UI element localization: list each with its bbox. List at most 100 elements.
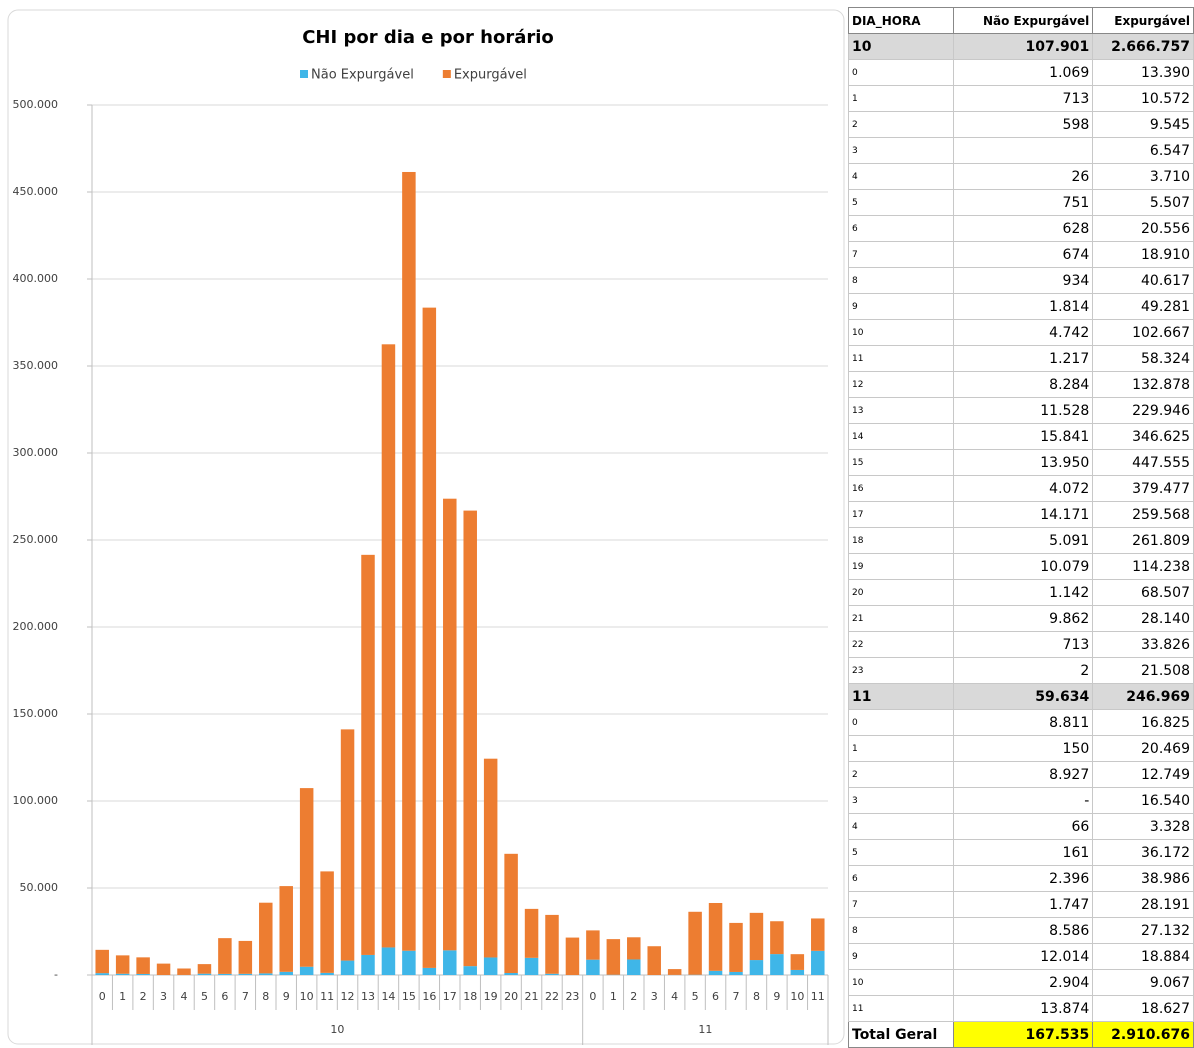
table-row: DIA_HORA Não Expurgável Expurgável xyxy=(848,7,1194,34)
bar-segment xyxy=(115,973,130,975)
x-tick-label: 23 xyxy=(565,990,579,1003)
table-cell: 713 xyxy=(952,631,1094,658)
bar-segment xyxy=(627,937,641,960)
table-cell: 10.572 xyxy=(1092,85,1194,112)
bar-segment xyxy=(422,307,437,968)
bar-segment xyxy=(197,973,212,975)
table-cell: 8.284 xyxy=(952,371,1094,398)
bar-segment xyxy=(463,510,477,967)
table-cell: 66 xyxy=(952,813,1094,840)
x-tick-label: 6 xyxy=(712,990,719,1003)
table-row: 20 1.142 68.507 xyxy=(848,579,1194,606)
y-tick-label: 300.000 xyxy=(13,446,59,459)
table-row: 14 15.841 346.625 xyxy=(848,423,1194,450)
bar-segment xyxy=(279,971,293,975)
x-tick-label: 10 xyxy=(790,990,804,1003)
table-row: 8 934 40.617 xyxy=(848,267,1194,294)
table-row: 19 10.079 114.238 xyxy=(848,553,1194,580)
table-cell: 59.634 xyxy=(952,683,1094,710)
table-cell: 38.986 xyxy=(1092,865,1194,892)
table-row: 1 150 20.469 xyxy=(848,735,1194,762)
table-cell: 20.556 xyxy=(1092,215,1194,242)
table-cell: 1.217 xyxy=(952,345,1094,372)
bar-segment xyxy=(259,973,273,975)
table-cell: 21 xyxy=(848,605,954,632)
table-cell: 167.535 xyxy=(952,1021,1094,1048)
table-cell: 8.586 xyxy=(952,917,1094,944)
bar-segment xyxy=(667,969,682,975)
table-cell: 246.969 xyxy=(1092,683,1194,710)
table-cell: 10.079 xyxy=(952,553,1094,580)
bar-segment xyxy=(320,871,334,973)
x-tick-label: 21 xyxy=(525,990,539,1003)
table-row: 10 4.742 102.667 xyxy=(848,319,1194,346)
table-cell: 5.507 xyxy=(1092,189,1194,216)
bar-segment xyxy=(218,938,232,974)
bar-segment xyxy=(708,970,723,975)
table-cell: 9 xyxy=(848,943,954,970)
x-tick-label: 11 xyxy=(811,990,825,1003)
bar-segment xyxy=(320,972,334,975)
bar-segment xyxy=(749,912,764,961)
table-cell: 13.390 xyxy=(1092,59,1194,86)
table-row: 9 12.014 18.884 xyxy=(848,943,1194,970)
table-cell: DIA_HORA xyxy=(848,7,954,34)
table-cell: 18.884 xyxy=(1092,943,1194,970)
bar-segment xyxy=(218,973,232,975)
table-cell: 2.910.676 xyxy=(1092,1021,1194,1048)
chart: CHI por dia e por horário - 50.000 100.000… xyxy=(7,9,845,1045)
table-cell: 1.069 xyxy=(952,59,1094,86)
table-cell: 8.927 xyxy=(952,761,1094,788)
bar-segment xyxy=(586,930,600,960)
bar-segment xyxy=(729,971,743,975)
table-cell: 628 xyxy=(952,215,1094,242)
table-cell: 0 xyxy=(848,709,954,736)
table-cell: Total Geral xyxy=(848,1021,954,1048)
bar-segment xyxy=(381,947,396,975)
table-cell: 16.825 xyxy=(1092,709,1194,736)
legend-label: Expurgável xyxy=(454,68,527,83)
bar-segment xyxy=(95,973,109,975)
bar-segment xyxy=(156,963,171,975)
table-cell: 16 xyxy=(848,475,954,502)
x-tick-label: 19 xyxy=(484,990,498,1003)
bar-segment xyxy=(606,939,621,975)
table-row: 0 8.811 16.825 xyxy=(848,709,1194,736)
bar-segment xyxy=(647,946,661,975)
y-tick-label: 100.000 xyxy=(13,794,59,807)
table-cell: 132.878 xyxy=(1092,371,1194,398)
table-cell: 2.396 xyxy=(952,865,1094,892)
table-cell: 9 xyxy=(848,293,954,320)
table-cell: 1 xyxy=(848,735,954,762)
table-cell: 12.014 xyxy=(952,943,1094,970)
x-tick-label: 12 xyxy=(341,990,355,1003)
table-cell: 7 xyxy=(848,241,954,268)
table-cell: 17 xyxy=(848,501,954,528)
bar-segment xyxy=(586,959,600,975)
bar-segment xyxy=(238,940,253,974)
bar-segment xyxy=(483,758,498,958)
table-row: Total Geral 167.535 2.910.676 xyxy=(848,1021,1194,1048)
table-cell: 4 xyxy=(848,163,954,190)
table-cell: 379.477 xyxy=(1092,475,1194,502)
table-cell: 12.749 xyxy=(1092,761,1194,788)
table-cell: 12 xyxy=(848,371,954,398)
table-row: 4 26 3.710 xyxy=(848,163,1194,190)
table-cell: 26 xyxy=(952,163,1094,190)
chart-title: CHI por dia e por horário xyxy=(302,27,554,48)
table-row: 9 1.814 49.281 xyxy=(848,293,1194,320)
table-cell: 11 xyxy=(848,683,954,710)
bar-segment xyxy=(790,954,805,970)
table-cell: 7 xyxy=(848,891,954,918)
table-cell: 5.091 xyxy=(952,527,1094,554)
x-tick-label: 17 xyxy=(443,990,457,1003)
table-row: 3-16.540 xyxy=(848,787,1194,814)
group-label: 10 xyxy=(330,1023,344,1036)
bar-segment xyxy=(729,922,743,972)
table-cell: 27.132 xyxy=(1092,917,1194,944)
table-cell: 261.809 xyxy=(1092,527,1194,554)
table-cell: 49.281 xyxy=(1092,293,1194,320)
table-cell: 14.171 xyxy=(952,501,1094,528)
x-tick-label: 5 xyxy=(201,990,208,1003)
x-tick-label: 15 xyxy=(402,990,416,1003)
